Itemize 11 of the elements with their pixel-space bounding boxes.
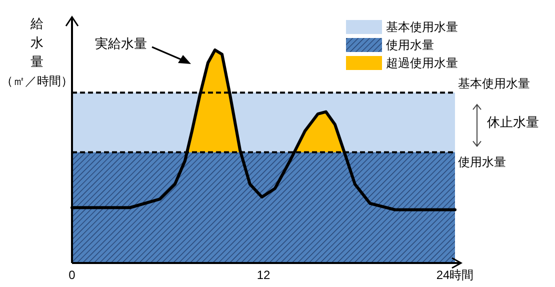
ref-line-label: 基本使用水量 [458,76,530,91]
x-tick-label: 0 [68,268,76,282]
legend-label: 基本使用水量 [386,20,458,34]
x-tick-label: 24時間 [436,268,474,282]
text: 実給水量 [95,36,147,51]
y-axis-title: 給水量（㎡／時間） [1,16,73,88]
legend-label: 使用水量 [386,38,434,52]
legend-label: 超過使用水量 [386,56,458,70]
ref-line-label: 使用水量 [458,155,506,170]
x-tick-label: 12 [256,268,270,282]
text: 休止水量 [487,114,539,130]
